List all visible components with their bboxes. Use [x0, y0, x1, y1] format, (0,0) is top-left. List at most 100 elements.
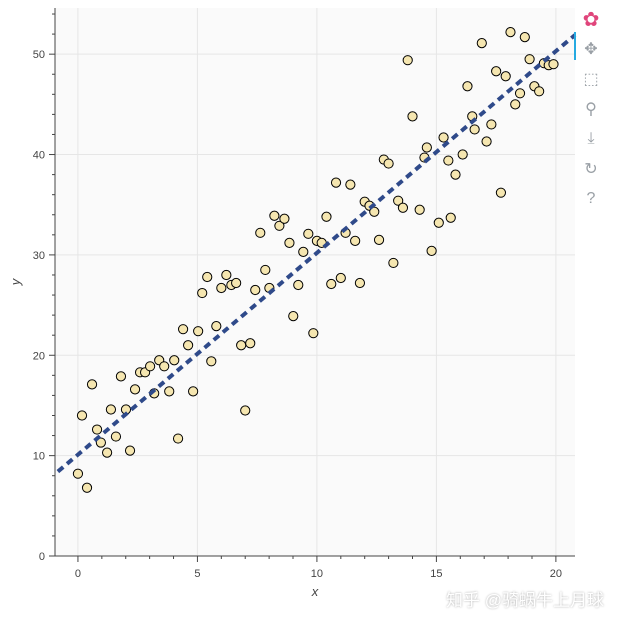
data-point	[279, 213, 290, 224]
x-axis-label: x	[311, 584, 319, 599]
data-point	[250, 284, 261, 296]
save-tool-icon[interactable]: ⤓	[587, 130, 595, 147]
data-point	[284, 237, 295, 248]
data-point	[345, 179, 356, 190]
data-point	[303, 228, 314, 239]
y-tick-label: 30	[33, 250, 45, 262]
data-point	[397, 202, 409, 213]
data-point	[95, 437, 106, 448]
data-point	[438, 132, 449, 143]
data-point	[457, 149, 468, 160]
data-point	[426, 245, 437, 256]
data-point	[491, 66, 502, 77]
data-point	[321, 211, 332, 222]
data-point	[169, 355, 180, 366]
data-point	[414, 204, 425, 215]
data-point	[81, 482, 93, 493]
data-point	[421, 142, 432, 153]
data-point	[260, 264, 271, 276]
reset-tool-icon[interactable]: ↻	[584, 161, 598, 178]
data-point	[481, 136, 492, 147]
data-point	[495, 187, 507, 198]
bokeh-logo-icon: ✿	[582, 8, 600, 31]
data-point	[105, 404, 117, 415]
data-point	[240, 405, 251, 416]
data-point	[255, 227, 266, 238]
y-axis-label: y	[8, 277, 23, 286]
data-point	[188, 386, 199, 397]
data-point	[206, 356, 217, 367]
data-point	[445, 212, 456, 223]
x-tick-label: 0	[75, 568, 81, 580]
data-point	[76, 410, 88, 421]
x-tick-label: 20	[550, 568, 562, 580]
data-point	[388, 257, 399, 269]
data-point	[326, 278, 337, 290]
x-tick-label: 15	[430, 568, 442, 580]
data-point	[129, 384, 141, 395]
data-point	[115, 371, 127, 382]
data-point	[402, 55, 413, 66]
data-point	[197, 287, 208, 299]
data-point	[335, 272, 346, 284]
data-point	[373, 234, 385, 245]
data-point	[433, 217, 444, 228]
data-point	[288, 311, 299, 322]
data-point	[159, 361, 170, 372]
data-point	[469, 124, 480, 135]
plot-area	[55, 8, 575, 556]
y-tick-label: 50	[33, 49, 45, 61]
data-point	[211, 321, 222, 332]
y-tick-label: 0	[39, 551, 45, 563]
x-tick-label: 5	[194, 568, 200, 580]
data-point	[202, 271, 213, 283]
data-point	[443, 155, 454, 166]
data-point	[519, 32, 530, 43]
data-point	[110, 431, 122, 442]
data-point	[172, 433, 184, 444]
regression-line	[56, 33, 577, 474]
data-point	[514, 88, 526, 99]
data-point	[274, 220, 285, 231]
data-point	[524, 54, 535, 65]
data-point	[216, 282, 227, 294]
pan-tool-icon[interactable]: ✥	[584, 41, 598, 58]
data-point	[221, 269, 232, 281]
data-point	[505, 26, 516, 38]
data-point	[383, 158, 394, 169]
data-point	[293, 279, 304, 291]
data-point	[476, 38, 487, 49]
data-point	[350, 235, 361, 246]
wheel-zoom-tool-icon[interactable]: ⚲	[585, 101, 597, 118]
data-point	[145, 361, 156, 372]
watermark: 知乎 @骑蜗牛上月球	[446, 591, 604, 610]
data-point	[124, 445, 136, 456]
data-point	[72, 468, 84, 479]
data-point	[183, 340, 194, 351]
data-point	[164, 386, 175, 397]
data-point	[91, 424, 103, 435]
box-zoom-tool-icon[interactable]: ⬚	[583, 71, 599, 88]
data-point	[245, 338, 256, 349]
data-point	[231, 277, 242, 289]
toolbar: ✿ ✥ ⬚ ⚲ ⤓ ↻?	[576, 4, 606, 214]
help-tool-icon[interactable]: ?	[586, 190, 596, 207]
data-point	[236, 340, 247, 351]
y-tick-label: 40	[33, 150, 45, 162]
data-point	[330, 177, 342, 188]
data-point	[193, 326, 204, 337]
y-tick-label: 20	[33, 350, 45, 362]
data-point	[369, 206, 380, 217]
data-point	[534, 86, 545, 97]
data-point	[407, 111, 418, 122]
data-point	[354, 277, 366, 289]
data-point	[298, 246, 309, 257]
active-tool-indicator	[574, 32, 576, 60]
data-point	[548, 59, 559, 70]
data-point	[510, 99, 521, 110]
data-point	[500, 71, 511, 82]
x-tick-label: 10	[311, 568, 323, 580]
data-point	[86, 379, 98, 390]
data-point	[462, 81, 473, 92]
